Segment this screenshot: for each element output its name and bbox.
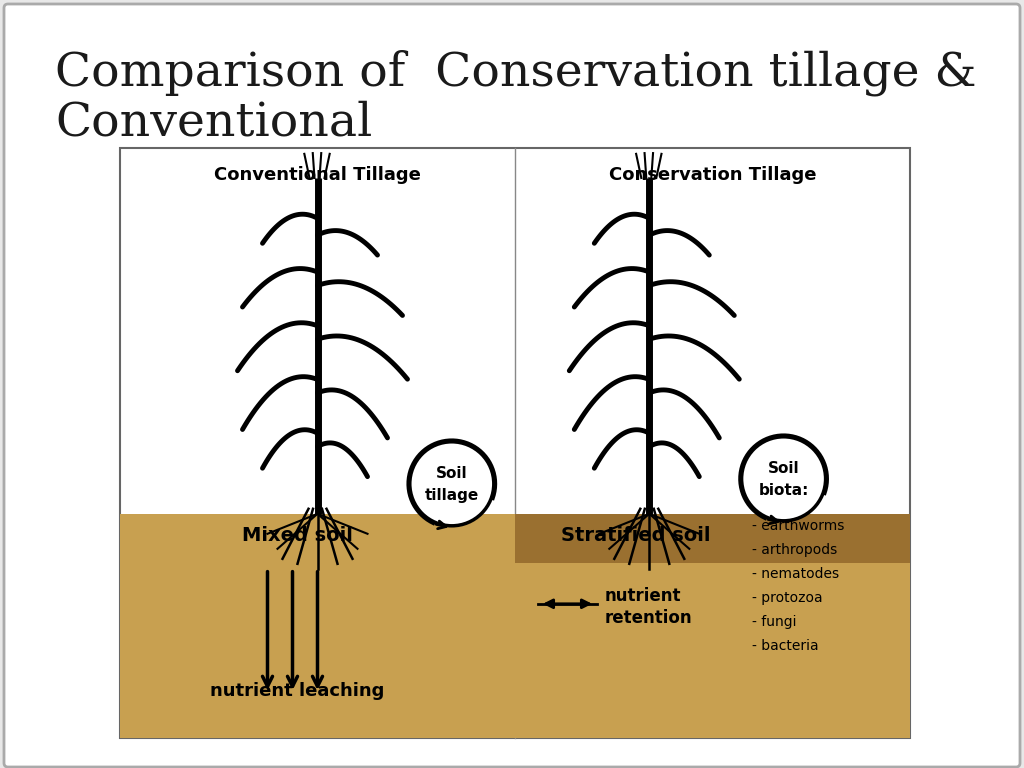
Text: - protozoa: - protozoa	[752, 591, 822, 605]
Text: Conventional Tillage: Conventional Tillage	[214, 166, 421, 184]
Text: biota:: biota:	[759, 483, 809, 498]
Text: Soil: Soil	[436, 466, 468, 482]
Text: - arthropods: - arthropods	[752, 543, 837, 557]
Circle shape	[741, 437, 825, 521]
Text: - earthworms: - earthworms	[752, 519, 844, 533]
Bar	[120, 148, 910, 738]
Text: Mixed soil: Mixed soil	[242, 526, 353, 545]
Bar	[515, 514, 910, 563]
Bar	[120, 514, 515, 738]
Bar	[515, 514, 910, 738]
Circle shape	[410, 442, 494, 526]
Text: nutrient leaching: nutrient leaching	[210, 682, 385, 700]
FancyBboxPatch shape	[4, 4, 1020, 767]
Text: Comparison of  Conservation tillage &: Comparison of Conservation tillage &	[55, 50, 977, 97]
Text: Stratified soil: Stratified soil	[561, 526, 711, 545]
Text: Soil: Soil	[768, 462, 800, 476]
Text: retention: retention	[605, 609, 692, 627]
Text: tillage: tillage	[425, 488, 479, 503]
Text: Conservation Tillage: Conservation Tillage	[608, 166, 816, 184]
Text: - fungi: - fungi	[752, 615, 796, 629]
Text: Conventional: Conventional	[55, 100, 373, 145]
Text: - nematodes: - nematodes	[752, 567, 839, 581]
Text: - bacteria: - bacteria	[752, 639, 818, 653]
Text: nutrient: nutrient	[605, 587, 682, 605]
